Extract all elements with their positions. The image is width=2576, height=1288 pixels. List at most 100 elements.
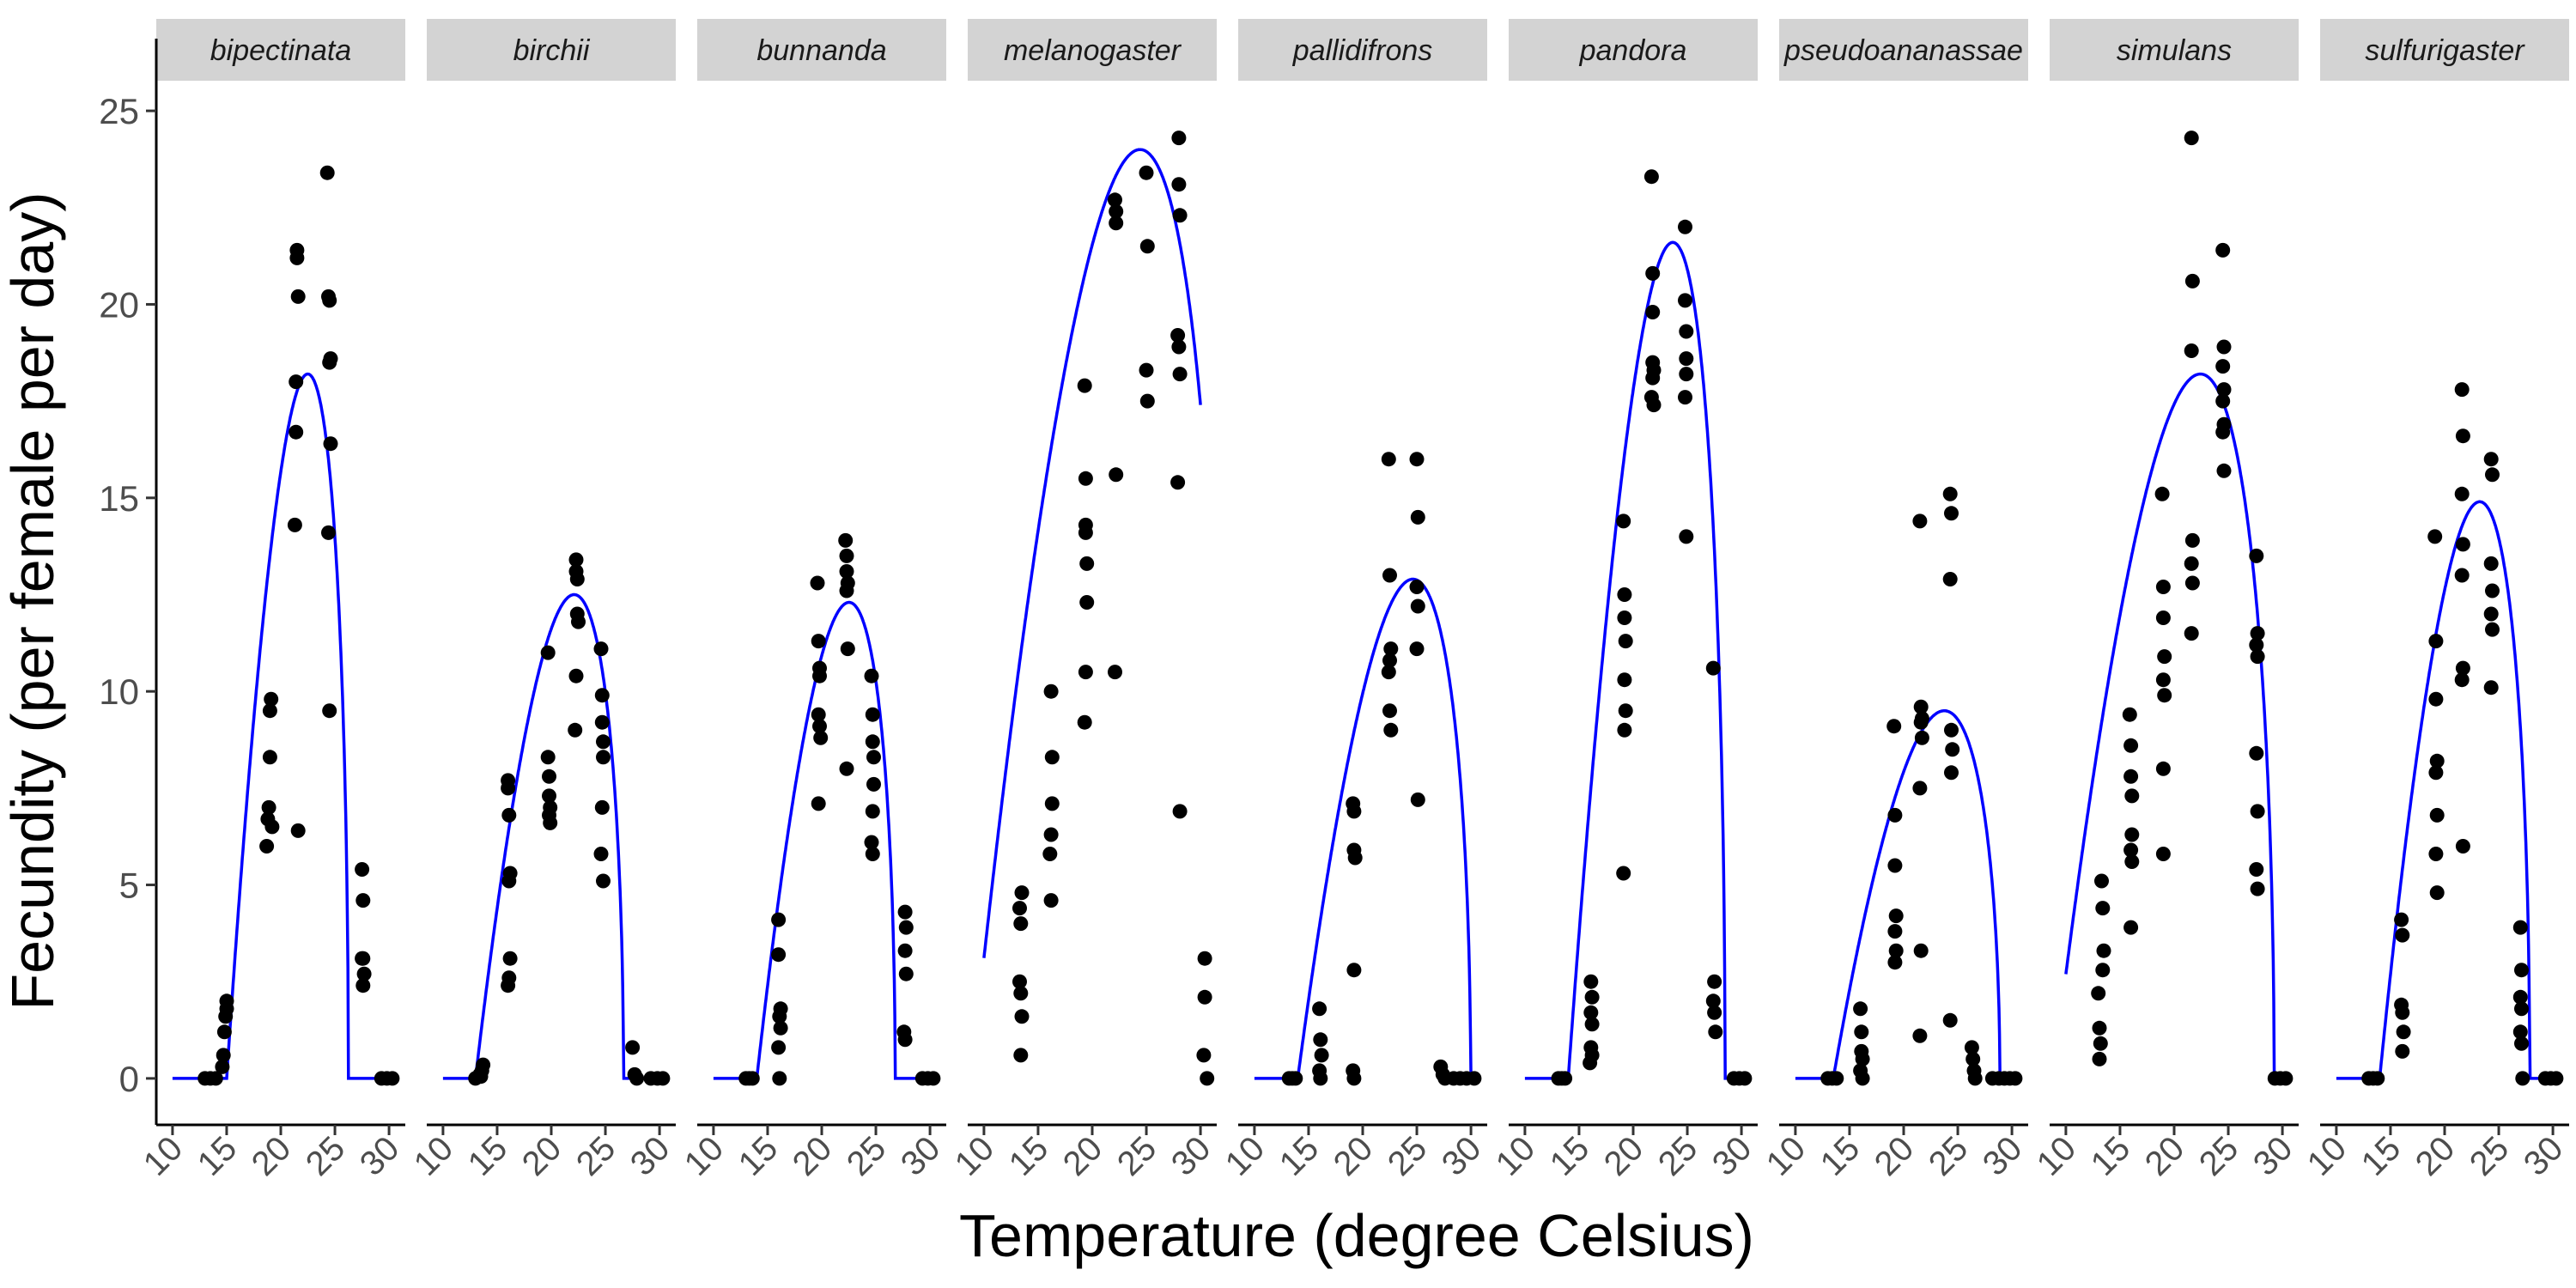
data-point (2429, 753, 2445, 769)
data-point (2215, 242, 2231, 258)
data-point (1042, 847, 1058, 861)
data-point (2428, 634, 2444, 649)
data-point (2428, 765, 2444, 781)
data-point (385, 1071, 400, 1086)
data-point (1313, 1071, 1328, 1086)
data-point (897, 1032, 913, 1048)
x-tick-label: 15 (1814, 1129, 1868, 1183)
data-point (2427, 529, 2443, 544)
x-tick-label: 15 (2354, 1129, 2409, 1183)
data-point (543, 815, 558, 830)
data-point (1705, 993, 1721, 1009)
data-point (2184, 556, 2199, 571)
data-point (1139, 362, 1154, 378)
facet-label: melanogaster (1004, 34, 1182, 67)
data-point (1616, 866, 1631, 881)
data-point (1942, 1012, 1958, 1028)
data-point (1044, 750, 1060, 765)
data-point (2250, 649, 2265, 665)
data-point (1737, 1071, 1753, 1086)
data-point (259, 839, 275, 854)
data-point (1079, 556, 1095, 571)
data-point (629, 1071, 645, 1086)
panel-melanogaster: melanogaster 10 15 20 25 30 (948, 19, 1218, 1183)
facet-strip (1238, 19, 1487, 81)
data-point (1887, 924, 1903, 939)
data-point (1467, 1071, 1482, 1086)
data-point (811, 707, 826, 722)
x-tick-label: 30 (1976, 1129, 2030, 1183)
data-point (323, 436, 338, 452)
data-point (2091, 986, 2106, 1001)
data-point (2123, 842, 2139, 858)
data-point (1616, 513, 1631, 529)
data-point (1197, 951, 1212, 966)
data-point (569, 572, 585, 586)
data-point (771, 1040, 787, 1055)
data-point (1617, 587, 1632, 602)
x-tick-label: 10 (1218, 1129, 1273, 1183)
data-point (1618, 634, 1633, 649)
x-tick-label: 15 (1273, 1129, 1327, 1183)
facet-strip (1779, 19, 2028, 81)
data-point (1139, 393, 1155, 409)
y-tick-label: 5 (119, 866, 139, 906)
data-point (322, 355, 337, 370)
x-tick-label: 25 (569, 1129, 623, 1183)
x-tick-label: 10 (2030, 1129, 2084, 1183)
data-point (355, 951, 370, 966)
data-point (1383, 641, 1399, 657)
data-point (2396, 1024, 2411, 1040)
data-point (1618, 703, 1633, 719)
y-tick-label: 10 (99, 671, 139, 712)
data-point (2428, 691, 2444, 707)
data-point (1347, 850, 1363, 866)
data-point (865, 734, 880, 750)
x-tick-label: 20 (2138, 1129, 2192, 1183)
data-point (1381, 452, 1396, 467)
data-point (502, 951, 518, 966)
data-point (1409, 452, 1425, 467)
data-point (1645, 265, 1661, 281)
x-tick-label: 25 (1381, 1129, 1435, 1183)
data-point (1172, 367, 1188, 382)
data-point (216, 1024, 232, 1040)
data-point (2455, 428, 2470, 444)
x-tick-label: 20 (1597, 1129, 1651, 1183)
data-point (2215, 424, 2231, 440)
data-point (2216, 382, 2232, 398)
data-point (1967, 1071, 1983, 1086)
data-point (2394, 912, 2409, 927)
data-point (2124, 827, 2140, 842)
data-point (2370, 1071, 2385, 1086)
x-tick-label: 15 (1543, 1129, 1597, 1183)
data-point (897, 904, 913, 920)
data-point (1346, 804, 1362, 819)
data-point (813, 730, 829, 745)
data-point (596, 750, 611, 765)
facet-label: birchii (513, 34, 591, 67)
data-point (2512, 1024, 2528, 1040)
x-tick-label: 20 (2409, 1129, 2463, 1183)
data-point (2094, 873, 2109, 889)
data-point (1853, 1001, 1868, 1017)
data-point (1678, 390, 1692, 405)
data-point (1077, 378, 1092, 393)
data-point (1078, 525, 1093, 540)
facet-label: pallidifrons (1292, 34, 1433, 67)
data-point (1646, 398, 1662, 413)
data-point (772, 1009, 787, 1024)
data-point (1346, 963, 1362, 978)
data-point (2455, 660, 2470, 676)
panel-bipectinata: bipectinata 10 15 20 25 30 (137, 19, 406, 1183)
data-point (2512, 920, 2528, 935)
data-point (2250, 626, 2265, 641)
data-point (264, 691, 279, 707)
data-point (2155, 761, 2171, 776)
data-point (1013, 1048, 1029, 1063)
data-point (1109, 204, 1124, 219)
data-point (2095, 963, 2111, 978)
data-point (1383, 722, 1399, 738)
data-point (1382, 703, 1397, 719)
data-point (2184, 532, 2200, 548)
